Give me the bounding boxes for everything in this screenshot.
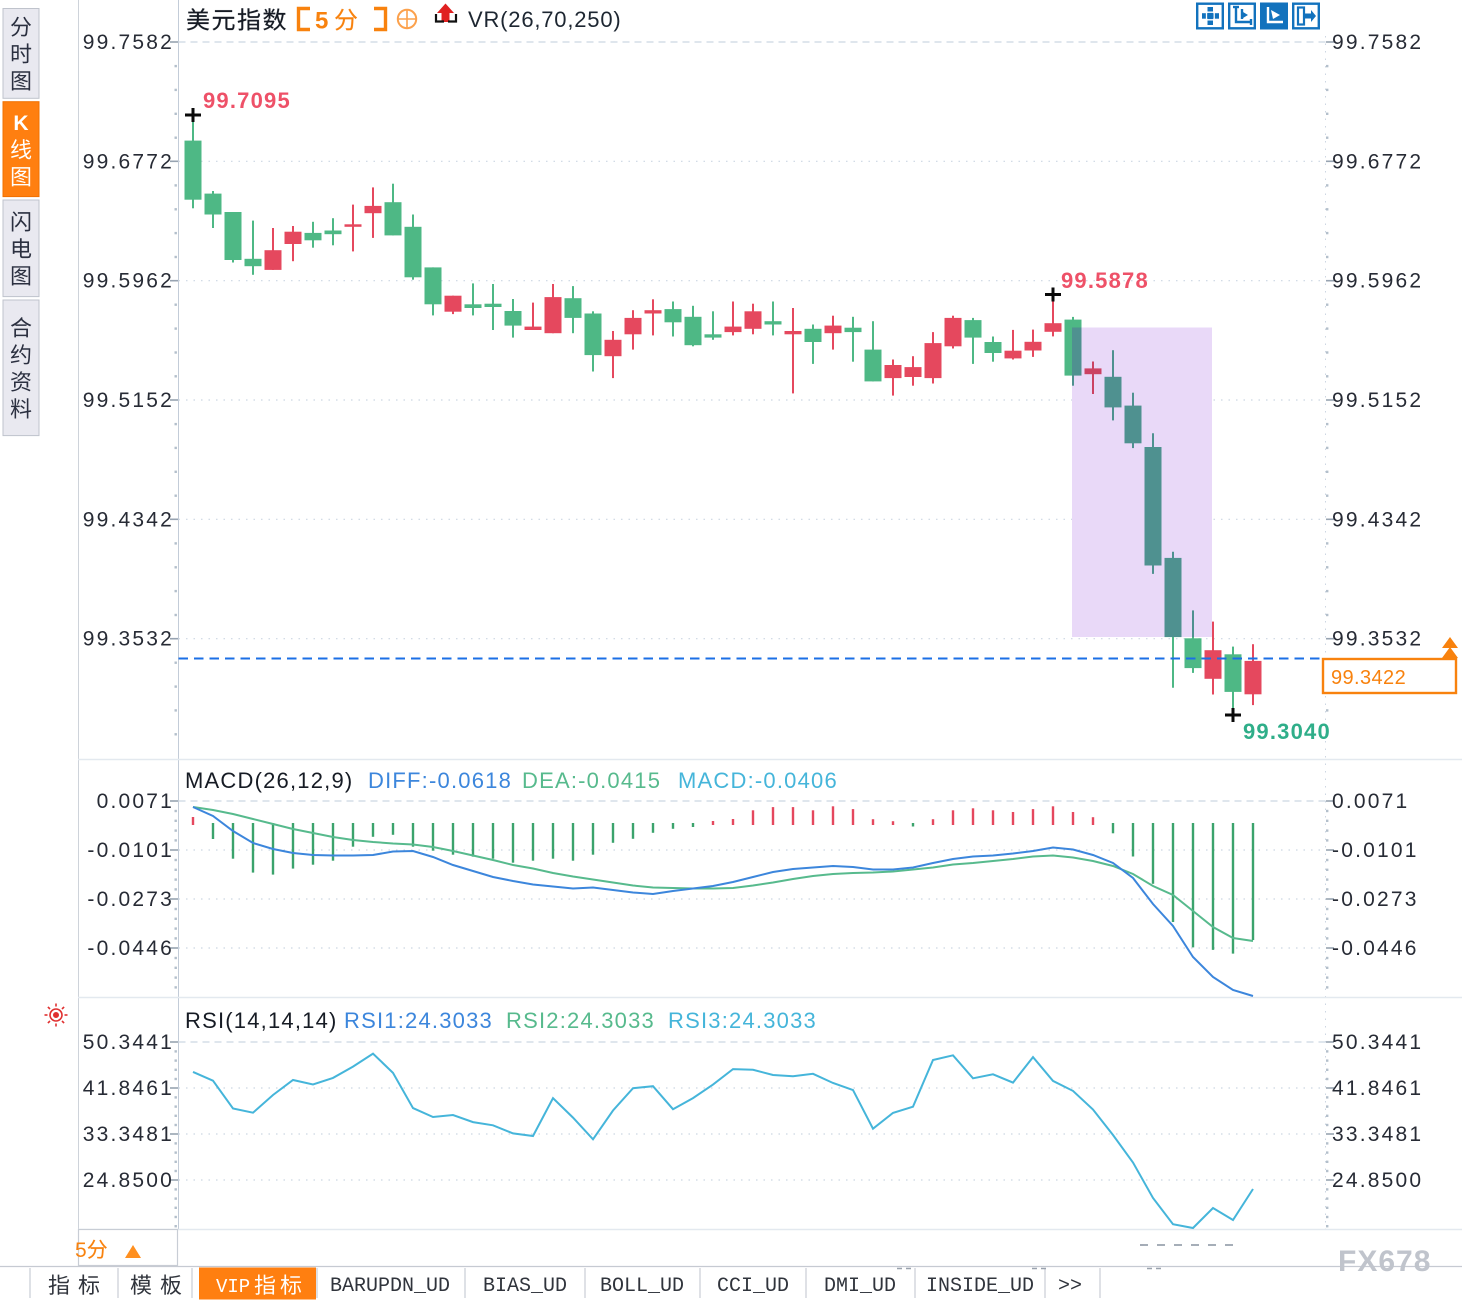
svg-text:RSI1:24.3033: RSI1:24.3033 <box>344 1008 493 1033</box>
svg-text:VR(26,70,250): VR(26,70,250) <box>468 7 622 32</box>
svg-text:DMI_UD: DMI_UD <box>824 1275 896 1298</box>
svg-text:99.6772: 99.6772 <box>1332 150 1423 173</box>
svg-text:-0.0101: -0.0101 <box>87 839 174 862</box>
svg-text:BOLL_UD: BOLL_UD <box>600 1275 684 1298</box>
svg-text:-0.0446: -0.0446 <box>1332 937 1419 960</box>
svg-text:33.3481: 33.3481 <box>1332 1123 1423 1146</box>
svg-text:-0.0273: -0.0273 <box>1332 888 1419 911</box>
svg-text:5: 5 <box>315 8 328 35</box>
svg-text:5: 5 <box>75 1239 87 1262</box>
svg-text:50.3441: 50.3441 <box>1332 1031 1423 1054</box>
svg-text:MACD(26,12,9): MACD(26,12,9) <box>185 768 353 793</box>
svg-text:99.4342: 99.4342 <box>83 508 174 531</box>
svg-text:41.8461: 41.8461 <box>83 1077 174 1100</box>
svg-text:RSI2:24.3033: RSI2:24.3033 <box>506 1008 655 1033</box>
svg-text:DIFF:-0.0618: DIFF:-0.0618 <box>368 768 512 793</box>
svg-text:K: K <box>13 112 28 135</box>
svg-text:99.5152: 99.5152 <box>83 389 174 412</box>
svg-text:99.7582: 99.7582 <box>1332 31 1423 54</box>
svg-text:-0.0446: -0.0446 <box>87 937 174 960</box>
svg-text:0.0071: 0.0071 <box>97 790 174 813</box>
svg-text:99.6772: 99.6772 <box>83 150 174 173</box>
svg-text:-0.0273: -0.0273 <box>87 888 174 911</box>
svg-text:BARUPDN_UD: BARUPDN_UD <box>330 1275 450 1298</box>
svg-text:FX678: FX678 <box>1338 1245 1431 1278</box>
svg-text:99.3532: 99.3532 <box>83 628 174 651</box>
svg-text:VIP: VIP <box>216 1276 250 1298</box>
svg-text:24.8500: 24.8500 <box>1332 1169 1423 1192</box>
svg-text:99.7095: 99.7095 <box>203 88 291 113</box>
svg-text:CCI_UD: CCI_UD <box>717 1275 789 1298</box>
svg-text:99.3532: 99.3532 <box>1332 628 1423 651</box>
svg-text:BIAS_UD: BIAS_UD <box>483 1275 567 1298</box>
svg-text:>>: >> <box>1058 1275 1082 1298</box>
svg-text:99.5152: 99.5152 <box>1332 389 1423 412</box>
svg-text:99.3040: 99.3040 <box>1243 719 1331 744</box>
svg-text:99.5878: 99.5878 <box>1061 268 1149 293</box>
svg-text:50.3441: 50.3441 <box>83 1031 174 1054</box>
svg-text:24.8500: 24.8500 <box>83 1169 174 1192</box>
svg-text:99.4342: 99.4342 <box>1332 508 1423 531</box>
svg-text:99.5962: 99.5962 <box>1332 270 1423 293</box>
svg-text:33.3481: 33.3481 <box>83 1123 174 1146</box>
svg-text:DEA:-0.0415: DEA:-0.0415 <box>522 768 661 793</box>
svg-text:INSIDE_UD: INSIDE_UD <box>926 1275 1034 1298</box>
svg-text:99.7582: 99.7582 <box>83 31 174 54</box>
svg-text:41.8461: 41.8461 <box>1332 1077 1423 1100</box>
svg-text:RSI3:24.3033: RSI3:24.3033 <box>668 1008 817 1033</box>
svg-text:-0.0101: -0.0101 <box>1332 839 1419 862</box>
svg-text:0.0071: 0.0071 <box>1332 790 1409 813</box>
svg-text:MACD:-0.0406: MACD:-0.0406 <box>678 768 838 793</box>
svg-text:RSI(14,14,14): RSI(14,14,14) <box>185 1008 338 1033</box>
svg-text:99.5962: 99.5962 <box>83 270 174 293</box>
svg-text:99.3422: 99.3422 <box>1331 667 1406 689</box>
